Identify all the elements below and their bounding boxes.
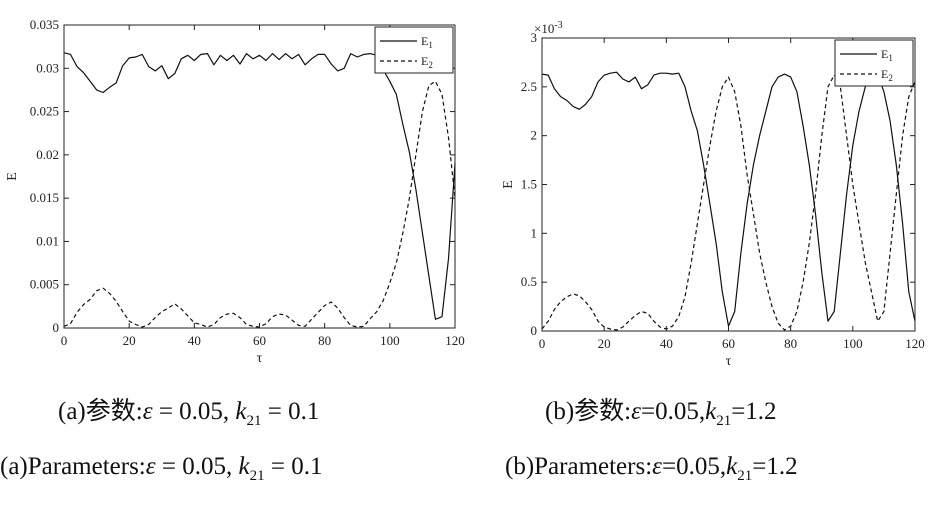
x-tick-label: 100 xyxy=(380,333,400,348)
x-tick-label: 80 xyxy=(318,333,331,348)
y-tick-label: 0.5 xyxy=(521,274,537,289)
chart-b: 0 20 40 60 80 100 120 0 0.5 1 1.5 2 2.5 3×10-3 τ E E1 E2 xyxy=(501,20,925,369)
y-axis-label: E xyxy=(5,172,20,181)
y-tick-label: 0.02 xyxy=(36,147,59,162)
caption-cn-a: (a)参数:ε = 0.05, k21 = 0.1 xyxy=(58,398,320,429)
y-tick-label: 0.025 xyxy=(30,104,59,119)
y-tick-label: 0.035 xyxy=(30,17,59,32)
x-tick-label: 120 xyxy=(445,333,465,348)
y-exponent-label: ×10-3 xyxy=(534,20,563,36)
legend-label-E1: E1 xyxy=(881,47,893,63)
legend-box xyxy=(374,26,454,74)
x-tick-label: 0 xyxy=(539,336,546,351)
x-tick-label: 120 xyxy=(905,336,925,351)
y-tick-label: 0.005 xyxy=(30,277,59,292)
y-axis-label: E xyxy=(501,180,516,189)
y-tick-label: 1 xyxy=(531,225,538,240)
series-line-E1 xyxy=(63,52,456,320)
legend-label-E2: E2 xyxy=(421,54,433,70)
y-tick-label: 0.03 xyxy=(36,60,59,75)
legend-label-E1: E1 xyxy=(421,34,433,50)
y-tick-label: 0 xyxy=(53,320,60,335)
legend-label-E2: E2 xyxy=(881,67,893,83)
caption-cn-b: (b)参数:ε=0.05,k21=1.2 xyxy=(545,398,777,429)
y-tick-label: 2.5 xyxy=(521,79,537,94)
x-tick-label: 20 xyxy=(598,336,611,351)
y-tick-label: 2 xyxy=(531,128,538,143)
x-axis-label: τ xyxy=(257,351,263,366)
x-tick-label: 60 xyxy=(722,336,735,351)
y-tick-label: 0 xyxy=(531,323,538,338)
y-tick-label: 0.015 xyxy=(30,190,59,205)
series-line-E2 xyxy=(63,80,456,328)
x-axis-label: τ xyxy=(726,354,732,369)
caption-en-b: (b)Parameters:ε=0.05,k21=1.2 xyxy=(505,453,798,484)
x-tick-label: 100 xyxy=(843,336,863,351)
x-tick-label: 0 xyxy=(61,333,68,348)
x-tick-label: 40 xyxy=(660,336,673,351)
caption-en-a: (a)Parameters:ε = 0.05, k21 = 0.1 xyxy=(0,453,323,484)
legend-box xyxy=(834,39,914,87)
y-tick-label: 3 xyxy=(531,30,538,45)
series-line-E1 xyxy=(541,71,916,327)
chart-a: 0 20 40 60 80 100 120 0 0.005 0.01 0.015 0.02 0.025 0… xyxy=(5,17,465,366)
x-tick-label: 40 xyxy=(188,333,201,348)
x-tick-label: 80 xyxy=(784,336,797,351)
x-tick-label: 20 xyxy=(123,333,136,348)
y-tick-label: 1.5 xyxy=(521,177,537,192)
x-tick-label: 60 xyxy=(253,333,266,348)
y-tick-label: 0.01 xyxy=(36,233,59,248)
